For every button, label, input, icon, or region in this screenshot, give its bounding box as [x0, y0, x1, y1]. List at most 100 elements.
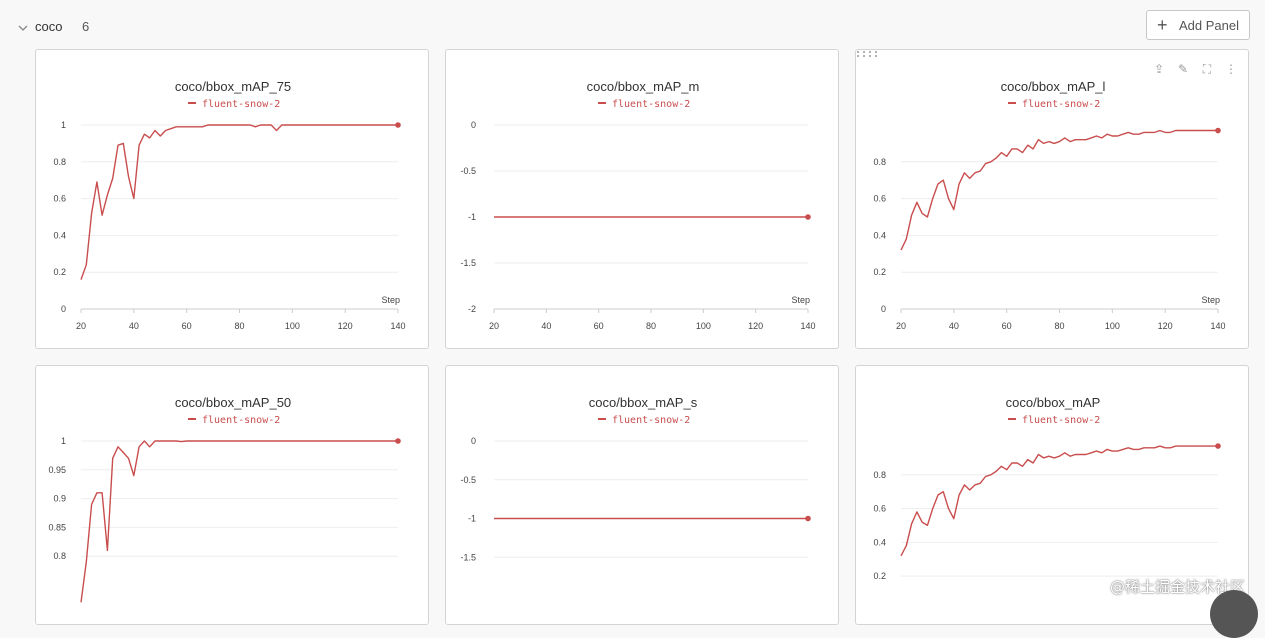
y-tick-label: 0.8	[873, 470, 886, 480]
x-tick-label: 100	[696, 321, 711, 331]
edit-icon[interactable]: ✎	[1177, 62, 1189, 76]
y-tick-label: 0.95	[48, 465, 66, 475]
chart-title: coco/bbox_mAP_s	[589, 395, 698, 410]
chart-panel-bbox-map-l[interactable]: coco/bbox_mAP_l fluent-snow-2 0 0.2 0.4 0.6 0.…	[855, 49, 1249, 349]
y-tick-label: 1	[61, 120, 66, 130]
x-tick-label: 20	[489, 321, 499, 331]
y-tick-label: 0.8	[53, 157, 66, 167]
more-icon[interactable]: ⋮	[1225, 62, 1237, 76]
y-tick-label: 0.85	[48, 522, 66, 532]
chart-title: coco/bbox_mAP_m	[587, 79, 700, 94]
chart-svg: coco/bbox_mAP_s fluent-snow-2 -1.5 -1 -0.5 0	[460, 395, 811, 562]
x-tick-label: 80	[1054, 321, 1064, 331]
series-line	[900, 445, 1218, 557]
y-tick-label: 0.8	[873, 157, 886, 167]
chart-panel-bbox-map-s[interactable]: coco/bbox_mAP_s fluent-snow-2 -1.5 -1 -0.5 0	[445, 365, 839, 625]
drag-handle-icon[interactable]	[856, 50, 880, 58]
y-tick-label: 0.6	[53, 194, 66, 204]
chart-svg: coco/bbox_mAP_m fluent-snow-2 -2 -1.5 -1 -0.5…	[460, 79, 815, 331]
y-tick-label: 0.4	[873, 537, 886, 547]
x-tick-label: 100	[285, 321, 300, 331]
series-end-point	[805, 214, 811, 220]
y-tick-label: 0.2	[873, 267, 886, 277]
chart-panel-bbox-map-m[interactable]: coco/bbox_mAP_m fluent-snow-2 -2 -1.5 -1 -0.5…	[445, 49, 839, 349]
chart-panel-bbox-map-75[interactable]: coco/bbox_mAP_75 fluent-snow-2 0 0.2 0.4 0.6 0…	[35, 49, 429, 349]
x-tick-label: 60	[594, 321, 604, 331]
y-tick-label: -0.5	[460, 475, 476, 485]
y-tick-label: 0.4	[873, 230, 886, 240]
y-tick-label: -1	[468, 514, 476, 524]
x-tick-label: 140	[1210, 321, 1225, 331]
chart-svg: coco/bbox_mAP fluent-snow-2 0.2 0.4 0.6 0.8	[873, 395, 1221, 581]
y-tick-label: 0.9	[53, 494, 66, 504]
x-axis-label: Step	[1201, 295, 1220, 305]
legend-label: fluent-snow-2	[202, 415, 280, 426]
chart-panel-bbox-map-50[interactable]: coco/bbox_mAP_50 fluent-snow-2 0.8 0.85 0.9 0…	[35, 365, 429, 625]
x-tick-label: 20	[76, 321, 86, 331]
x-axis-label: Step	[791, 295, 810, 305]
y-tick-label: 0	[471, 120, 476, 130]
x-tick-label: 80	[234, 321, 244, 331]
y-tick-label: -1.5	[460, 552, 476, 562]
y-tick-label: 0.6	[873, 194, 886, 204]
series-end-point	[1215, 443, 1221, 449]
series-line	[80, 440, 398, 603]
x-tick-label: 60	[1002, 321, 1012, 331]
watermark: @稀土掘金技术社区	[1109, 578, 1245, 596]
chart-svg: coco/bbox_mAP_50 fluent-snow-2 0.8 0.85 0.9 0…	[48, 395, 401, 603]
y-tick-label: -1	[468, 212, 476, 222]
y-tick-label: 0	[471, 436, 476, 446]
add-panel-button[interactable]: + Add Panel	[1146, 10, 1250, 40]
legend-label: fluent-snow-2	[202, 99, 280, 110]
x-tick-label: 100	[1105, 321, 1120, 331]
add-panel-label: Add Panel	[1179, 18, 1239, 33]
series-end-point	[1215, 127, 1221, 134]
panel-toolbar: ⇪ ✎ ⛶ ⋮	[1150, 60, 1240, 78]
chart-svg: coco/bbox_mAP_75 fluent-snow-2 0 0.2 0.4 0.6 0…	[53, 79, 405, 331]
y-tick-label: 0	[881, 304, 886, 314]
series-end-point	[395, 438, 401, 444]
x-tick-label: 80	[646, 321, 656, 331]
chart-title: coco/bbox_mAP_50	[175, 395, 291, 410]
floating-action-button[interactable]	[1210, 590, 1258, 638]
x-tick-label: 120	[1158, 321, 1173, 331]
chevron-down-icon[interactable]	[17, 23, 29, 33]
y-tick-label: -1.5	[460, 258, 476, 268]
y-tick-label: 0.4	[53, 230, 66, 240]
chart-title: coco/bbox_mAP_l	[1001, 79, 1106, 94]
fullscreen-icon[interactable]: ⛶	[1202, 62, 1212, 76]
y-tick-label: -2	[468, 304, 476, 314]
share-icon[interactable]: ⇪	[1153, 62, 1165, 76]
y-tick-label: 0.2	[53, 267, 66, 277]
y-tick-label: 0.8	[53, 551, 66, 561]
y-tick-label: -0.5	[460, 166, 476, 176]
chart-panel-bbox-map[interactable]: coco/bbox_mAP fluent-snow-2 0.2 0.4 0.6 0.8	[855, 365, 1249, 625]
x-axis-label: Step	[381, 295, 400, 305]
y-tick-label: 1	[61, 436, 66, 446]
legend-label: fluent-snow-2	[1022, 99, 1100, 110]
section-panel-count: 6	[82, 19, 90, 34]
x-tick-label: 40	[129, 321, 139, 331]
y-tick-label: 0	[61, 304, 66, 314]
series-line	[80, 124, 398, 280]
x-tick-label: 40	[949, 321, 959, 331]
section-header: coco 6 + Add Panel	[0, 0, 1265, 50]
x-tick-label: 140	[800, 321, 815, 331]
chart-svg: coco/bbox_mAP_l fluent-snow-2 0 0.2 0.4 0.6 0.…	[873, 79, 1225, 331]
x-tick-label: 140	[390, 321, 405, 331]
x-tick-label: 60	[182, 321, 192, 331]
legend-label: fluent-snow-2	[612, 415, 690, 426]
y-tick-label: 0.6	[873, 504, 886, 514]
series-end-point	[395, 122, 401, 128]
x-tick-label: 120	[338, 321, 353, 331]
x-tick-label: 120	[748, 321, 763, 331]
x-tick-label: 40	[541, 321, 551, 331]
chart-title: coco/bbox_mAP	[1006, 395, 1101, 410]
x-tick-label: 20	[896, 321, 906, 331]
section-title[interactable]: coco	[35, 19, 63, 34]
legend-label: fluent-snow-2	[612, 99, 690, 110]
series-end-point	[805, 515, 811, 522]
series-line	[900, 129, 1218, 251]
legend-label: fluent-snow-2	[1022, 415, 1100, 426]
plus-icon: +	[1157, 15, 1168, 35]
